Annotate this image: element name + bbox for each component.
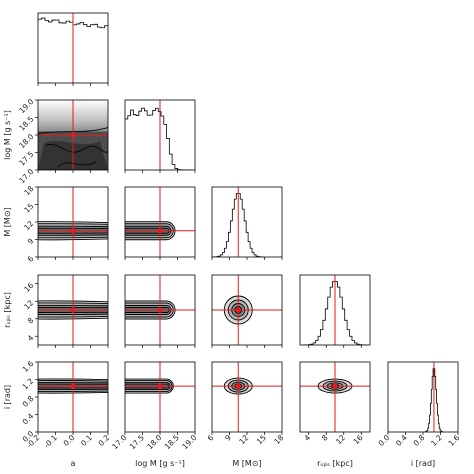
panel-frame — [299, 274, 371, 346]
x-tick-label: 4 — [302, 433, 312, 443]
x-tick-label: 15 — [255, 433, 268, 446]
truth-point — [235, 307, 241, 313]
x-tick-label: 0.0 — [377, 433, 392, 448]
x-tick-label: 17.5 — [128, 433, 146, 451]
y-tick-label: 19.0 — [17, 97, 35, 115]
x-tick-label: 0.8 — [412, 433, 427, 448]
y-tick-label: 8 — [26, 316, 36, 326]
y-tick-label: 0.8 — [21, 394, 36, 409]
y-tick-label: 17.0 — [17, 167, 35, 185]
y-tick-label: 1.6 — [21, 359, 36, 374]
y-tick-label: 1.2 — [21, 376, 36, 391]
truth-point — [70, 228, 76, 234]
contour-line — [45, 144, 108, 153]
y-tick-label: 18.5 — [17, 114, 35, 132]
x-tick-label: 17.0 — [110, 433, 128, 451]
y-tick-label: 6 — [26, 254, 36, 264]
y-axis-label: M [M⊙] — [3, 207, 12, 236]
y-tick-label: 17.5 — [17, 149, 35, 167]
panel-frame — [211, 361, 283, 433]
x-tick-label: 1.2 — [429, 433, 444, 448]
histogram-logM — [125, 107, 192, 170]
x-axis-label: M [M⊙] — [232, 459, 261, 468]
y-axis-label: i [rad] — [3, 385, 12, 409]
y-tick-label: 12 — [22, 298, 35, 311]
x-tick-label: 1.6 — [447, 433, 462, 448]
y-axis-label: rₒᵦₛ [kpc] — [3, 292, 12, 328]
contour-line — [57, 161, 97, 168]
x-tick-label: 12 — [237, 433, 250, 446]
panel-frame — [387, 361, 459, 433]
y-tick-label: 4 — [26, 333, 36, 343]
y-tick-label: 12 — [22, 219, 35, 232]
y-tick-label: 15 — [22, 201, 35, 214]
y-tick-label: 0.4 — [21, 411, 36, 426]
x-tick-label: 18.5 — [163, 433, 181, 451]
x-axis-label: i [rad] — [411, 459, 435, 468]
x-tick-label: 18 — [272, 433, 285, 446]
x-axis-label: log M [g s⁻¹] — [135, 459, 185, 468]
x-axis-label: rₒᵦₛ [kpc] — [317, 459, 353, 468]
truth-point — [157, 307, 163, 313]
x-tick-label: 0.1 — [79, 433, 94, 448]
x-tick-label: 0.0 — [62, 433, 77, 448]
truth-point — [70, 307, 76, 313]
x-axis-label: a — [71, 459, 76, 468]
truth-point — [235, 383, 241, 389]
x-tick-label: 19.0 — [180, 433, 198, 451]
panel-frame — [211, 186, 283, 258]
x-tick-label: 12 — [334, 433, 347, 446]
truth-point — [157, 383, 163, 389]
x-tick-label: 0.2 — [97, 433, 112, 448]
truth-point — [332, 383, 338, 389]
x-tick-label: 9 — [223, 433, 233, 443]
y-tick-label: 9 — [26, 236, 36, 246]
y-tick-label: 16 — [22, 281, 35, 294]
x-tick-label: 6 — [206, 433, 216, 443]
x-tick-label: 0.4 — [394, 433, 409, 448]
y-tick-label: 18.0 — [17, 132, 35, 150]
truth-point — [70, 132, 76, 138]
truth-point — [157, 228, 163, 234]
x-tick-label: -0.1 — [42, 433, 59, 450]
panel-frame — [299, 361, 371, 433]
x-tick-label: 8 — [320, 433, 330, 443]
y-tick-label: 18 — [22, 184, 35, 197]
x-tick-label: 16 — [352, 433, 365, 446]
truth-point — [70, 383, 76, 389]
x-tick-label: 18.0 — [145, 433, 163, 451]
y-axis-label: log M [g s⁻¹] — [3, 110, 12, 160]
